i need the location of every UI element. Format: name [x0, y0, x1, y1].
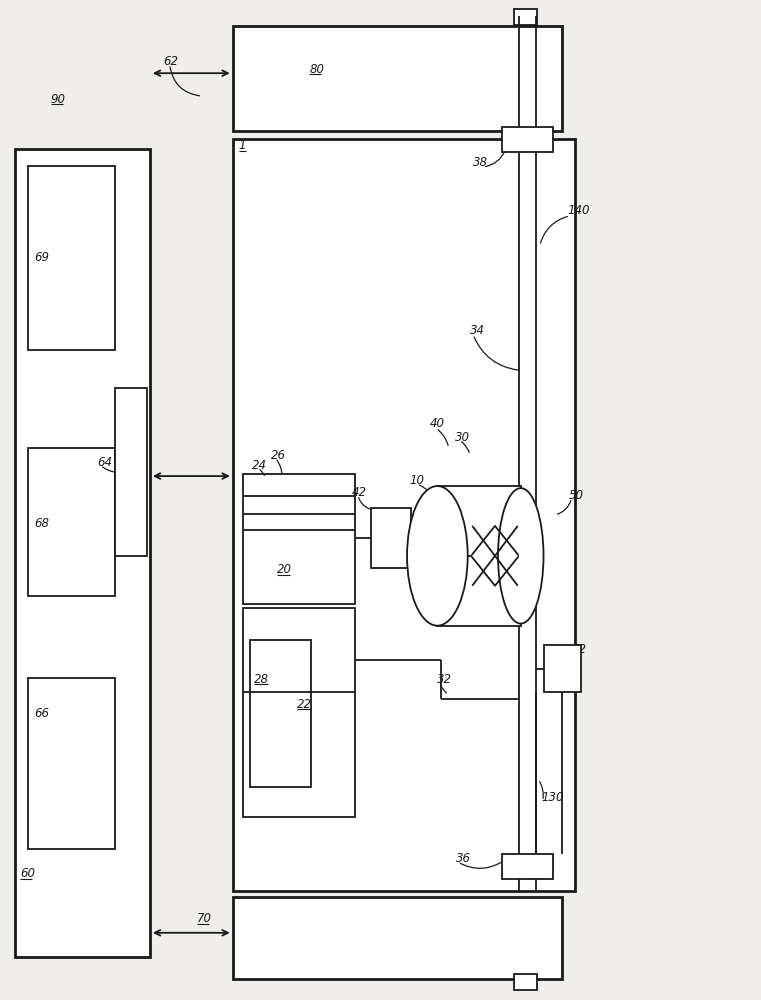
Text: 69: 69 — [35, 251, 49, 264]
Ellipse shape — [407, 486, 468, 626]
Text: 42: 42 — [352, 486, 367, 499]
Bar — [543, 645, 581, 692]
Text: 64: 64 — [97, 456, 113, 469]
Text: 1: 1 — [239, 139, 247, 152]
Text: 28: 28 — [254, 673, 269, 686]
Text: 130: 130 — [541, 791, 564, 804]
Text: 140: 140 — [568, 204, 591, 217]
Bar — [28, 166, 115, 350]
Text: 68: 68 — [35, 517, 49, 530]
Bar — [371, 508, 411, 568]
Text: 62: 62 — [163, 55, 178, 68]
Bar — [250, 640, 310, 787]
Text: 80: 80 — [309, 63, 324, 76]
Text: 50: 50 — [568, 489, 584, 502]
Bar — [28, 448, 115, 596]
Bar — [115, 388, 147, 556]
Text: 60: 60 — [21, 867, 35, 880]
Bar — [233, 26, 562, 131]
Bar — [233, 897, 562, 979]
Bar — [243, 608, 355, 817]
Text: 10: 10 — [409, 474, 425, 487]
Text: 90: 90 — [51, 93, 65, 106]
Bar — [514, 9, 537, 25]
Text: 22: 22 — [297, 698, 312, 711]
Text: 24: 24 — [252, 459, 266, 472]
Bar — [438, 486, 521, 626]
Text: 20: 20 — [277, 563, 291, 576]
Bar — [233, 139, 575, 891]
Text: 36: 36 — [457, 852, 471, 865]
Text: 26: 26 — [271, 449, 285, 462]
Text: 52: 52 — [572, 643, 587, 656]
Text: 66: 66 — [35, 707, 49, 720]
Bar — [28, 678, 115, 849]
Text: 34: 34 — [470, 324, 485, 337]
Bar — [514, 974, 537, 990]
Ellipse shape — [498, 488, 543, 624]
Text: 30: 30 — [455, 431, 470, 444]
Text: 70: 70 — [197, 912, 212, 925]
Bar — [243, 474, 355, 604]
Text: 32: 32 — [438, 673, 452, 686]
Bar — [501, 854, 553, 879]
Bar — [15, 149, 150, 957]
Text: 38: 38 — [473, 156, 488, 169]
Text: 40: 40 — [430, 417, 444, 430]
Bar — [501, 127, 553, 152]
